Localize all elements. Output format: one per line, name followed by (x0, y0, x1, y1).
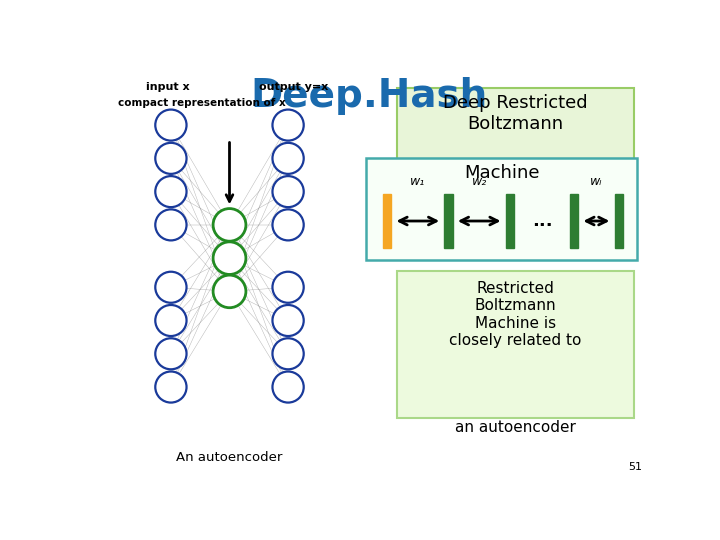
Ellipse shape (272, 176, 304, 207)
Ellipse shape (156, 110, 186, 140)
Ellipse shape (213, 275, 246, 308)
Text: Machine: Machine (464, 164, 539, 182)
Bar (505, 194, 514, 248)
Bar (570, 194, 578, 248)
Text: an autoencoder: an autoencoder (455, 420, 576, 435)
Text: w₂: w₂ (472, 175, 487, 188)
Ellipse shape (156, 372, 186, 402)
Ellipse shape (156, 272, 186, 303)
Ellipse shape (156, 305, 186, 336)
FancyBboxPatch shape (397, 271, 634, 418)
Text: wₗ: wₗ (590, 175, 603, 188)
Text: An autoencoder: An autoencoder (176, 451, 283, 464)
Text: input x: input x (146, 82, 190, 92)
Text: w₁: w₁ (410, 175, 426, 188)
Ellipse shape (272, 305, 304, 336)
Ellipse shape (272, 210, 304, 240)
FancyBboxPatch shape (366, 158, 637, 260)
Ellipse shape (156, 143, 186, 174)
Text: compact representation of x: compact representation of x (118, 98, 285, 109)
Ellipse shape (156, 338, 186, 369)
Ellipse shape (156, 176, 186, 207)
Ellipse shape (272, 338, 304, 369)
Ellipse shape (213, 208, 246, 241)
Text: Deep.Hash: Deep.Hash (251, 77, 487, 115)
Ellipse shape (272, 272, 304, 303)
Bar (444, 194, 453, 248)
FancyBboxPatch shape (397, 87, 634, 194)
Ellipse shape (272, 110, 304, 140)
Bar (615, 194, 623, 248)
Text: ...: ... (531, 212, 552, 230)
Ellipse shape (156, 210, 186, 240)
Ellipse shape (213, 242, 246, 274)
Text: output y=x: output y=x (259, 82, 328, 92)
Ellipse shape (272, 143, 304, 174)
Ellipse shape (272, 372, 304, 402)
Bar (383, 194, 392, 248)
Text: 51: 51 (629, 462, 642, 472)
Text: Deep Restricted
Boltzmann: Deep Restricted Boltzmann (444, 94, 588, 133)
Text: Restricted
Boltzmann
Machine is
closely related to: Restricted Boltzmann Machine is closely … (449, 281, 582, 348)
